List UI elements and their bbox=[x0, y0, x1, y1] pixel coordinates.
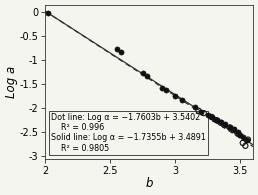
Point bbox=[46, 12, 50, 15]
Point bbox=[243, 144, 247, 147]
Point bbox=[222, 124, 227, 127]
Point bbox=[192, 106, 197, 109]
Point bbox=[141, 72, 145, 75]
Point bbox=[199, 110, 203, 113]
Point bbox=[241, 136, 245, 139]
X-axis label: b: b bbox=[146, 177, 153, 190]
Point bbox=[219, 121, 223, 124]
Point bbox=[197, 109, 201, 112]
Text: Dot line: Log α = −1.7603b + 3.5402
    R² = 0.996
Solid line: Log α = −1.7355b : Dot line: Log α = −1.7603b + 3.5402 R² =… bbox=[51, 113, 206, 153]
Point bbox=[245, 138, 249, 142]
Point bbox=[215, 119, 219, 122]
Point bbox=[246, 138, 250, 141]
Point bbox=[228, 126, 232, 129]
Point bbox=[209, 115, 214, 119]
Point bbox=[206, 113, 210, 116]
Point bbox=[115, 47, 119, 50]
Point bbox=[232, 127, 236, 130]
Point bbox=[236, 131, 240, 134]
Point bbox=[160, 86, 164, 89]
Point bbox=[236, 132, 240, 135]
Point bbox=[164, 89, 168, 92]
Point bbox=[118, 50, 123, 53]
Point bbox=[212, 117, 216, 121]
Point bbox=[215, 119, 219, 122]
Point bbox=[222, 122, 227, 125]
Point bbox=[241, 141, 245, 144]
Point bbox=[202, 112, 206, 115]
Point bbox=[180, 98, 184, 102]
Point bbox=[232, 128, 236, 131]
Point bbox=[238, 134, 242, 137]
Point bbox=[219, 120, 223, 123]
Y-axis label: Log a: Log a bbox=[5, 66, 18, 98]
Point bbox=[209, 115, 214, 119]
Point bbox=[144, 74, 149, 77]
Point bbox=[228, 125, 232, 128]
Point bbox=[173, 95, 177, 98]
